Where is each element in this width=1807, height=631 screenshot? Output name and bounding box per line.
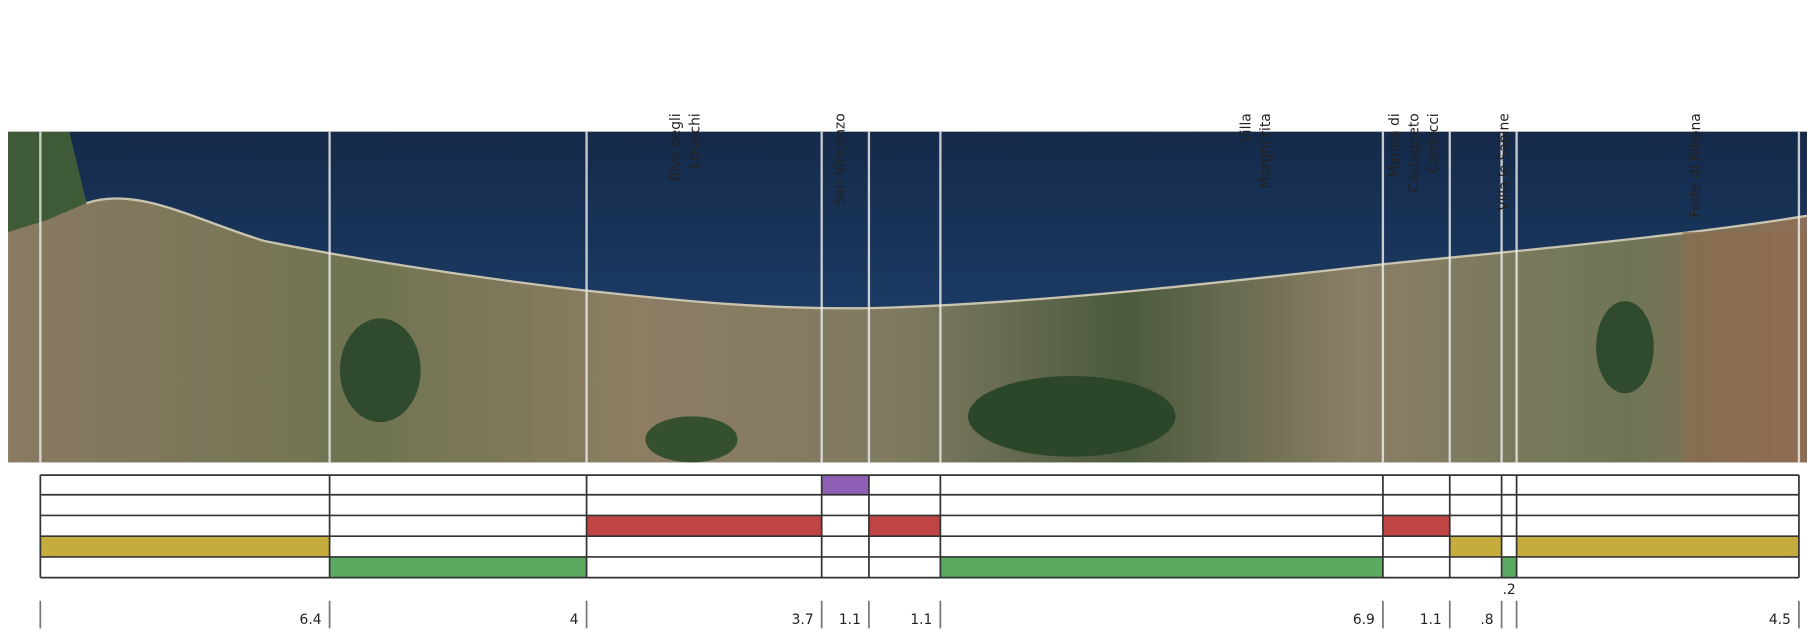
coast-diagram: 6.4 4 3.7 1.1 1.1 6.9 1.1 .8 .2 4.5 Riva degliEtru… — [0, 0, 1807, 631]
place-name: Carducci — [1426, 113, 1442, 173]
segment-length: 1.1 — [839, 612, 861, 628]
segment-length: 1.1 — [1420, 612, 1442, 628]
segment-length: 3.7 — [792, 612, 814, 628]
segment-fill — [587, 515, 822, 536]
segment-length: .8 — [1480, 612, 1493, 628]
segment-fill — [330, 557, 587, 578]
satellite-image — [8, 132, 1807, 463]
field — [1596, 301, 1654, 393]
place-name: Etruschi — [688, 113, 704, 169]
place-name: Riva degli — [668, 113, 684, 181]
place-name: San Vincenzo — [833, 113, 849, 206]
segment-fill — [1517, 536, 1799, 557]
place-name: Castagneto — [1407, 113, 1423, 192]
segment-fill — [1383, 515, 1450, 536]
segment-fill — [1450, 536, 1502, 557]
segment-fill — [822, 475, 869, 495]
forest — [968, 376, 1175, 457]
field — [340, 318, 421, 422]
segments — [40, 475, 1799, 578]
field — [1683, 232, 1807, 462]
segment-length: .2 — [1503, 582, 1516, 598]
segment-fill — [40, 536, 329, 557]
place-name: Forte di Bibona — [1688, 113, 1704, 218]
place-name: Villa le Sabine — [1497, 113, 1513, 210]
segment-length: 4 — [570, 612, 579, 628]
place-name: Villa — [1238, 113, 1254, 142]
place-name: Marina di — [1387, 113, 1403, 177]
segment-fill — [940, 557, 1383, 578]
segment-length: 6.4 — [300, 612, 322, 628]
segment-fill — [1502, 557, 1517, 578]
segment-length: 6.9 — [1353, 612, 1375, 628]
field — [645, 416, 737, 462]
segment-length: 1.1 — [910, 612, 932, 628]
place-name: Margherita — [1258, 113, 1274, 188]
segment-fill — [869, 515, 940, 536]
segment-length: 4.5 — [1769, 612, 1791, 628]
